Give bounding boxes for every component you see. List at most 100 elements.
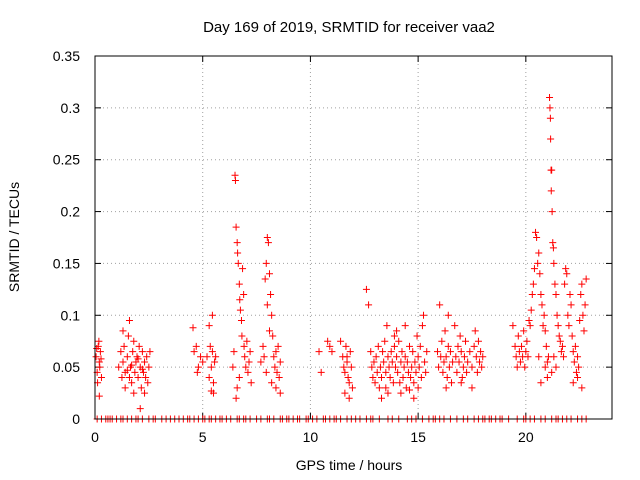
data-point [454,343,461,350]
data-point [565,322,572,329]
data-point [210,379,217,386]
data-point [537,291,544,298]
data-point [260,343,267,350]
data-point [534,260,541,267]
data-point [582,301,589,308]
axes: 0 5 10 15 2000.050.10.150.20.250.30.35 [53,48,612,445]
data-point [451,322,458,329]
data-point [409,348,416,355]
data-point [551,281,558,288]
data-point [126,317,133,324]
data-point [412,369,419,376]
y-tick-label: 0.3 [61,100,81,116]
data-point [443,384,450,391]
data-point [233,224,240,231]
data-point [391,343,398,350]
data-point [376,384,383,391]
data-point [556,333,563,340]
data-point [345,374,352,381]
data-point [564,312,571,319]
data-point [261,353,268,360]
data-point [248,379,255,386]
data-point [548,369,555,376]
data-point [408,364,415,371]
data-point [458,348,465,355]
data-point [233,395,240,402]
data-point [401,364,408,371]
data-point [448,379,455,386]
data-point [117,348,124,355]
data-point [550,260,557,267]
data-point [393,353,400,360]
data-point [436,301,443,308]
data-point [536,270,543,277]
data-point [146,348,153,355]
data-point [574,374,581,381]
data-point [475,338,482,345]
data-point [118,374,125,381]
data-point [238,333,245,340]
data-point [555,322,562,329]
data-point [421,358,428,365]
data-point [131,369,138,376]
data-point [529,291,536,298]
data-point [473,353,480,360]
data-point [344,353,351,360]
data-point [264,301,271,308]
data-point [194,369,201,376]
data-point [547,135,554,142]
data-point [512,343,519,350]
data-point [578,281,585,288]
data-point [277,358,284,365]
data-point [547,115,554,122]
y-tick-label: 0.2 [61,204,81,220]
data-point [387,374,394,381]
data-point [398,348,405,355]
data-point [435,364,442,371]
data-point [267,291,274,298]
x-tick-label: 5 [199,429,207,445]
data-point [390,379,397,386]
data-point [438,338,445,345]
data-point [468,384,475,391]
data-point [141,390,148,397]
data-point [237,307,244,314]
data-point [410,395,417,402]
data-point [266,327,273,334]
data-point [552,364,559,371]
data-point [380,358,387,365]
data-point [535,250,542,257]
data-point [96,393,103,400]
data-point [548,167,555,174]
data-point [466,348,473,355]
data-point [566,291,573,298]
data-point [263,260,270,267]
data-point [139,348,146,355]
data-point [247,348,254,355]
data-point [208,364,215,371]
data-point [363,286,370,293]
data-point [449,358,456,365]
data-point [349,384,356,391]
data-point [579,312,586,319]
chart-title: Day 169 of 2019, SRMTID for receiver vaa… [203,19,495,36]
data-point [521,364,528,371]
data-point [471,343,478,350]
data-point [513,353,520,360]
data-point [268,312,275,319]
data-point [135,374,142,381]
data-point [463,369,470,376]
data-point [462,338,469,345]
data-point [95,338,102,345]
data-point [445,312,452,319]
data-point [235,260,242,267]
data-point [574,353,581,360]
data-point [550,353,557,360]
y-tick-label: 0.15 [53,255,80,271]
data-point [414,333,421,340]
data-point [446,364,453,371]
data-point [346,395,353,402]
data-point [456,358,463,365]
data-point [206,374,213,381]
y-axis-label: SRMTID / TECUs [6,182,22,292]
